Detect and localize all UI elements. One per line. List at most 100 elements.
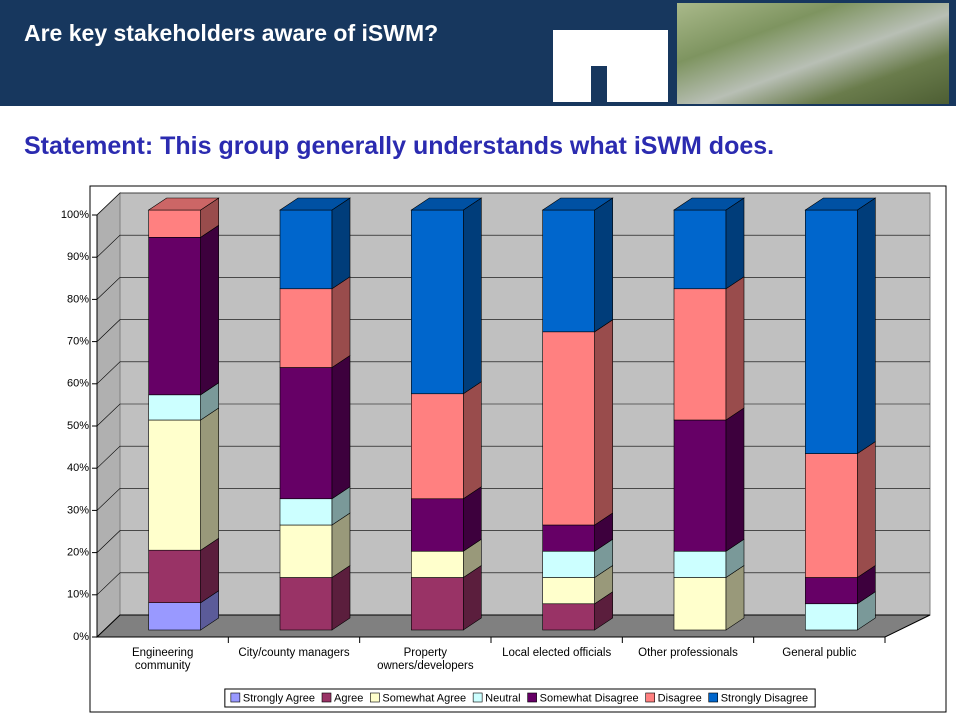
bar-front: [279, 288, 333, 368]
bar-segment: [279, 276, 351, 369]
y-tick-label: 20%: [67, 547, 89, 559]
bar-side: [331, 276, 351, 369]
grid-line: [96, 192, 930, 216]
bar-side: [463, 381, 482, 500]
bar-front: [411, 209, 464, 395]
bar-front: [411, 393, 464, 500]
bar-segment: [805, 197, 876, 455]
y-tick-label: 70%: [67, 336, 89, 348]
x-tick-label: Property owners/developers: [377, 647, 474, 672]
bar-front: [542, 209, 595, 333]
bar-front: [542, 577, 595, 605]
grid-line: [96, 403, 930, 427]
bar-side: [725, 276, 745, 421]
y-tick-label: 10%: [67, 589, 89, 601]
bar-segment: [411, 197, 482, 395]
bar-segment: [279, 354, 351, 500]
bar-side: [594, 197, 613, 333]
header-band: Are key stakeholders aware of iSWM?: [0, 0, 956, 106]
y-tick-label: 50%: [67, 420, 89, 432]
bar-front: [279, 209, 333, 290]
chart-title: Statement: This group generally understa…: [24, 132, 775, 160]
bar-segment: [542, 564, 613, 605]
bar-side: [725, 197, 745, 290]
bar-side: [857, 441, 876, 579]
bar-front: [411, 577, 464, 631]
grid-line: [96, 530, 930, 553]
bar-side: [463, 197, 482, 395]
legend-swatch: [645, 692, 655, 703]
grid-line: [96, 277, 930, 300]
bar-front: [148, 394, 201, 421]
bar-segment: [673, 564, 745, 631]
bar-front: [411, 550, 464, 578]
y-tick-label: 60%: [67, 378, 89, 390]
grid-line: [96, 234, 930, 258]
bar-front: [805, 603, 858, 631]
bar-front: [148, 209, 201, 238]
bar-segment: [542, 319, 613, 526]
y-tick-label: 80%: [67, 293, 89, 305]
grid-line: [96, 319, 930, 342]
bar-segment: [148, 537, 219, 604]
bar-front: [542, 550, 595, 578]
bar-top: [804, 197, 877, 211]
x-tick-label: Other professionals: [638, 647, 738, 659]
y-tick-label: 40%: [67, 462, 89, 474]
bar-front: [673, 550, 727, 578]
bar-segment: [279, 197, 351, 290]
bar-side: [857, 197, 876, 455]
x-tick-label: General public: [782, 647, 857, 659]
grid-line: [96, 614, 930, 638]
legend-swatch: [370, 692, 380, 703]
grid-line: [96, 361, 930, 385]
legend-label: Disagree: [658, 692, 702, 704]
bar-segment: [805, 591, 876, 631]
bar-front: [805, 577, 858, 605]
bar-side: [725, 407, 745, 552]
bar-front: [279, 524, 333, 578]
legend-swatch: [527, 692, 537, 703]
grid-line: [96, 572, 930, 596]
bar-top: [410, 197, 483, 211]
bar-segment: [148, 197, 219, 238]
x-tick-label: City/county managers: [238, 647, 350, 659]
bar-front: [673, 209, 727, 290]
bar-front: [148, 602, 201, 631]
bar-front: [673, 288, 727, 421]
bar-top: [147, 197, 220, 211]
bar-front: [279, 577, 333, 631]
legend-label: Agree: [334, 692, 363, 704]
bar-segment: [805, 441, 876, 579]
bar-front: [279, 367, 333, 500]
bar-segment: [542, 512, 613, 552]
legend-label: Strongly Disagree: [721, 692, 808, 704]
bar-segment: [673, 197, 745, 290]
y-tick-label: 0%: [73, 631, 89, 643]
bar-segment: [148, 407, 219, 551]
y-tick-label: 30%: [67, 504, 89, 516]
bar-segment: [279, 564, 351, 631]
x-tick-label-box: Engineering community: [132, 647, 193, 672]
bar-segment: [673, 276, 745, 421]
bar-segment: [673, 407, 745, 552]
legend-swatch: [708, 692, 719, 703]
bar-top: [541, 197, 614, 211]
legend-label: Neutral: [485, 692, 520, 704]
x-tick-label: Local elected officials: [502, 647, 612, 659]
legend-swatch: [472, 692, 483, 703]
bar-front: [148, 549, 201, 604]
logo: [553, 30, 668, 102]
legend-swatch: [321, 692, 332, 703]
bar-segment: [411, 564, 482, 631]
legend: Strongly Agree Agree Somewhat Agree Neutral…: [224, 688, 816, 708]
x-tick-label-box: Local elected officials: [502, 647, 612, 659]
bar-front: [542, 331, 595, 526]
bar-front: [673, 577, 727, 631]
bar-segment: [542, 197, 613, 333]
bar-side: [331, 197, 351, 290]
grid-line: [96, 445, 930, 469]
bar-side: [594, 319, 613, 526]
